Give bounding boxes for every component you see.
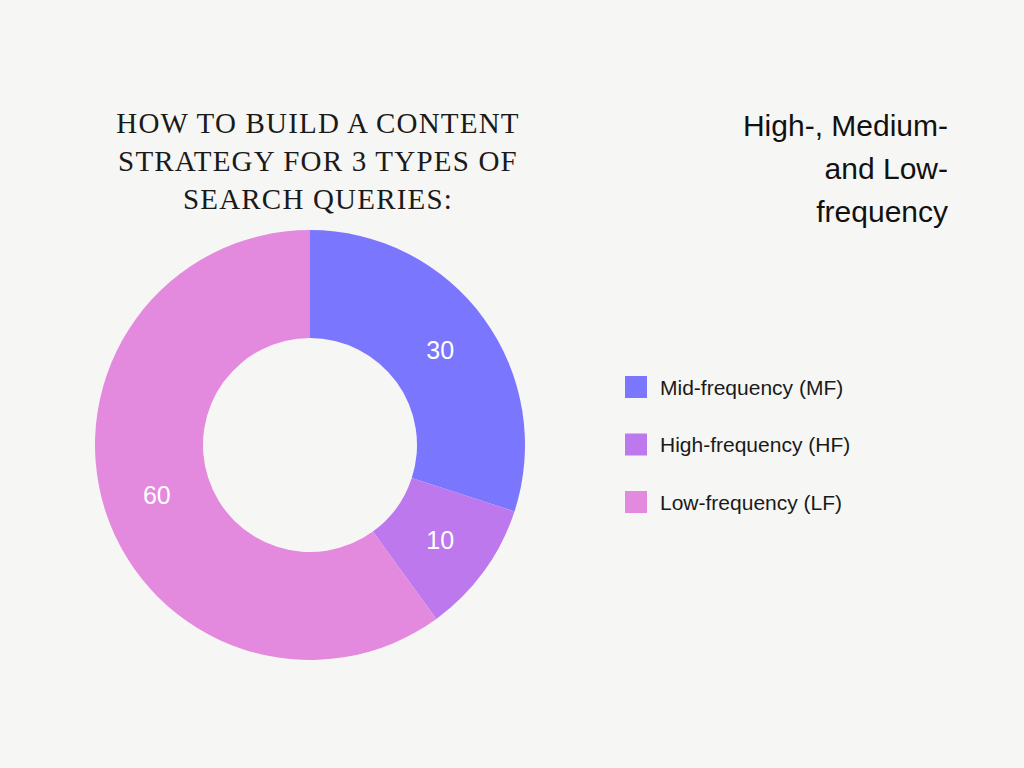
title: HOW TO BUILD A CONTENT STRATEGY FOR 3 TY… <box>88 104 548 218</box>
slices <box>95 230 525 660</box>
slice <box>95 230 436 660</box>
subtitle: High-, Medium- and Low-frequency <box>706 104 948 233</box>
data-labels: 30 10 60 <box>143 336 454 553</box>
legend-swatch <box>625 491 647 513</box>
legend-label: High-frequency (HF) <box>660 433 850 456</box>
legend-swatch <box>625 376 647 398</box>
legend-label: Mid-frequency (MF) <box>660 376 843 399</box>
data-label: 10 <box>426 526 454 554</box>
legend-label: Low-frequency (LF) <box>660 491 842 514</box>
data-label: 60 <box>143 481 171 509</box>
data-label: 30 <box>426 336 454 364</box>
legend: Mid-frequency (MF) High-frequency (HF) Low… <box>625 376 850 514</box>
chart: 30 10 60 Mid-frequency (MF) High-frequency (… <box>0 0 1024 768</box>
slice <box>310 230 525 511</box>
legend-swatch <box>625 434 647 456</box>
